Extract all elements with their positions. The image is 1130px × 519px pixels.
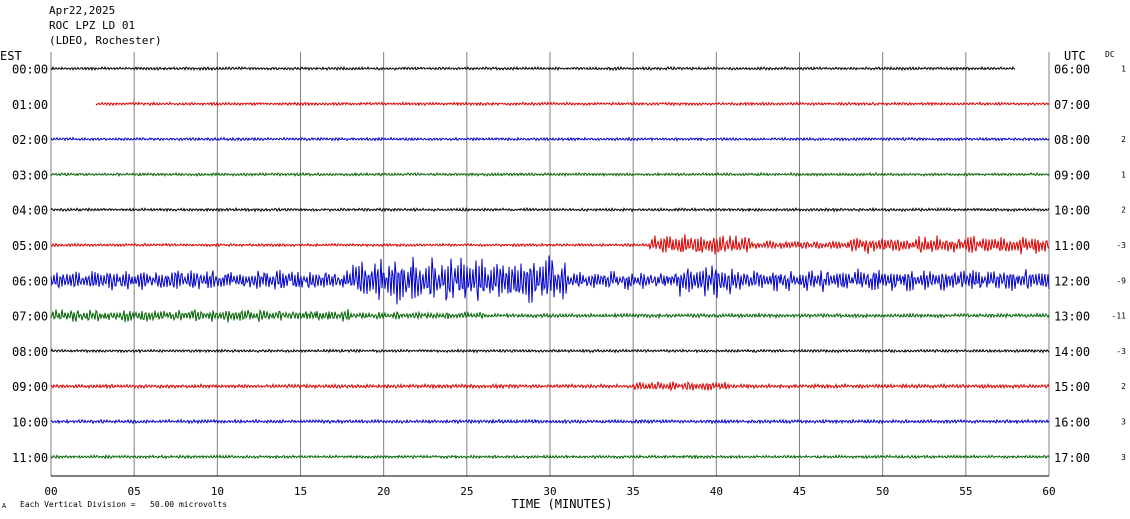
est-hour-label: 10:00	[12, 416, 48, 430]
x-tick-label: 10	[211, 485, 224, 498]
est-hour-label: 07:00	[12, 310, 48, 324]
utc-hour-label: 09:00	[1054, 168, 1090, 182]
utc-hour-label: 06:00	[1054, 63, 1090, 77]
x-tick-label: 60	[1042, 485, 1055, 498]
seismic-trace	[50, 255, 1050, 305]
est-hour-label: 02:00	[12, 133, 48, 147]
dc-offset-label: 2	[1121, 135, 1126, 144]
utc-hour-label: 12:00	[1054, 274, 1090, 288]
footer-mark: A	[2, 502, 7, 510]
dc-offset-label: 2	[1121, 382, 1126, 391]
est-hour-label: 03:00	[12, 168, 48, 182]
dc-offset-label: -3	[1116, 347, 1126, 356]
x-tick-label: 35	[627, 485, 640, 498]
est-hour-label: 04:00	[12, 204, 48, 218]
seismic-trace	[50, 136, 1050, 142]
x-tick-label: 40	[710, 485, 723, 498]
scale-note: Each Vertical Division = 50.00 microvolt…	[20, 500, 228, 509]
utc-hour-label: 16:00	[1054, 416, 1090, 430]
utc-hour-label: 13:00	[1054, 310, 1090, 324]
est-hour-label: 06:00	[12, 274, 48, 288]
seismic-trace	[50, 206, 1050, 213]
x-tick-label: 20	[377, 485, 390, 498]
seismic-trace	[50, 171, 1050, 178]
utc-hour-label: 08:00	[1054, 133, 1090, 147]
x-tick-label: 55	[959, 485, 972, 498]
network-label: (LDEO, Rochester)	[49, 34, 162, 47]
seismic-trace	[50, 454, 1050, 460]
x-tick-label: 15	[294, 485, 307, 498]
date-label: Apr22,2025	[49, 4, 116, 17]
x-axis-title: TIME (MINUTES)	[511, 497, 612, 511]
est-hour-label: 09:00	[12, 380, 48, 394]
x-tick-label: 00	[44, 485, 57, 498]
seismic-trace	[95, 101, 1050, 107]
utc-hour-label: 11:00	[1054, 239, 1090, 253]
x-tick-label: 25	[460, 485, 473, 498]
seismic-trace	[50, 348, 1050, 354]
x-tick-label: 05	[128, 485, 141, 498]
utc-hour-label: 10:00	[1054, 204, 1090, 218]
utc-hour-label: 15:00	[1054, 380, 1090, 394]
dc-offset-label: 1	[1121, 170, 1126, 179]
dc-header-label: DC	[1105, 50, 1115, 59]
est-hour-label: 01:00	[12, 98, 48, 112]
est-hour-label: 00:00	[12, 63, 48, 77]
x-tick-label: 50	[876, 485, 889, 498]
utc-hour-label: 14:00	[1054, 345, 1090, 359]
x-tick-label: 30	[543, 485, 556, 498]
dc-offset-label: -11	[1112, 312, 1127, 321]
dc-offset-label: 3	[1121, 418, 1126, 427]
seismic-trace	[50, 65, 1016, 72]
dc-offset-label: -3	[1116, 241, 1126, 250]
utc-zone-label: UTC	[1064, 49, 1086, 63]
seismic-trace	[50, 418, 1050, 425]
dc-offset-label: 2	[1121, 206, 1126, 215]
est-hour-label: 08:00	[12, 345, 48, 359]
seismic-trace	[50, 308, 1050, 323]
est-hour-label: 11:00	[12, 451, 48, 465]
est-hour-label: 05:00	[12, 239, 48, 253]
seismic-trace	[50, 380, 1050, 392]
utc-hour-label: 17:00	[1054, 451, 1090, 465]
station-label: ROC LPZ LD 01	[49, 19, 136, 32]
dc-offset-label: 1	[1121, 65, 1126, 74]
x-tick-label: 45	[793, 485, 806, 498]
dc-offset-label: 3	[1121, 453, 1126, 462]
est-zone-label: EST	[0, 49, 22, 63]
seismic-trace	[50, 234, 1050, 255]
utc-hour-label: 07:00	[1054, 98, 1090, 112]
dc-offset-label: -9	[1116, 276, 1126, 285]
